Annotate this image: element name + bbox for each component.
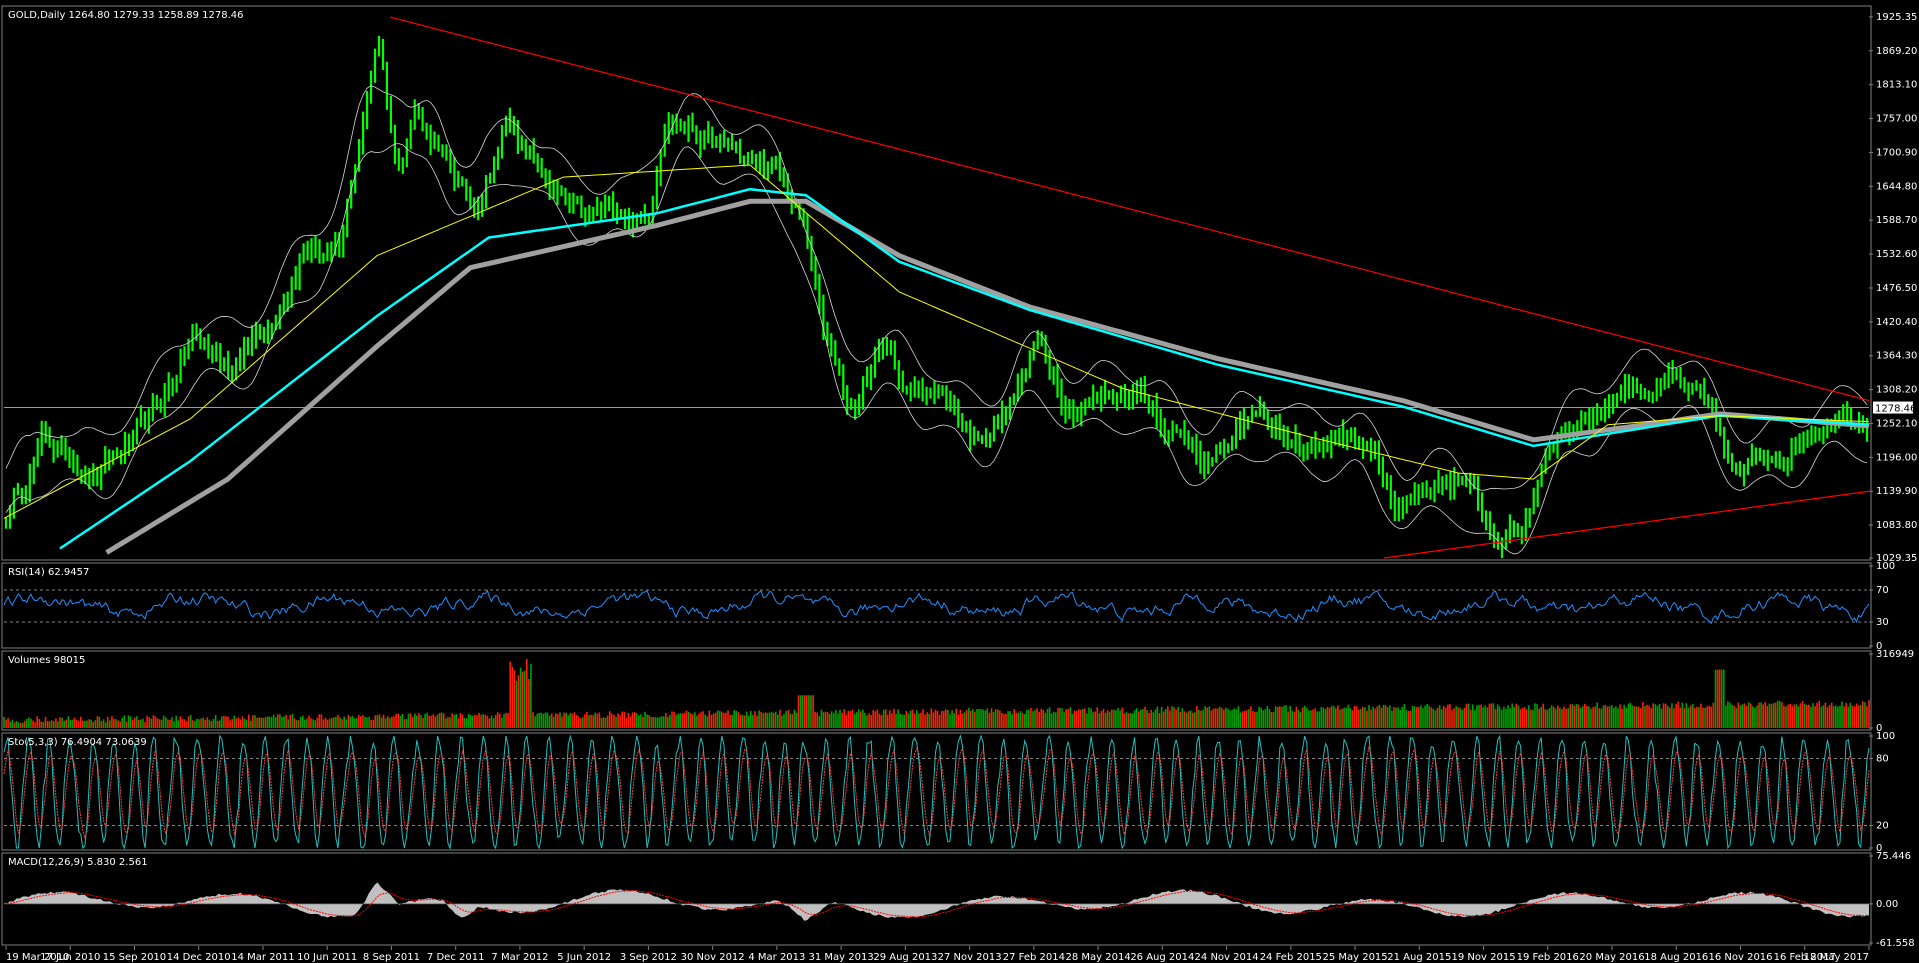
macd-tick-label: -61.558 [1876,938,1915,949]
date-tick-label: 30 Nov 2012 [681,952,745,963]
date-tick-label: 19 Nov 2015 [1452,952,1516,963]
rsi-series [3,589,1870,625]
price-tick-label: 1813.10 [1876,80,1917,91]
date-tick-label: 19 Mar 2010 [6,952,69,963]
current-price-marker: 1278.46 [1873,401,1916,415]
stochastic-tick-label: 100 [1876,731,1895,742]
price-tick-label: 1139.90 [1876,486,1917,497]
volume-panel[interactable]: 316949 0 Volumes 98015 [1,649,1914,734]
date-tick-label: 15 Sep 2010 [103,952,166,963]
stochastic-series [3,734,1870,850]
volume-series [3,659,1870,728]
ma-slow-line [105,198,1870,555]
stochastic-tick-label: 0 [1876,843,1882,854]
date-tick-label: 4 Mar 2013 [748,952,805,963]
macd-histogram [4,882,1869,921]
date-tick-label: 14 Mar 2011 [231,952,294,963]
stochastic-signal-line [3,745,1870,840]
stochastic-tick-label: 20 [1876,821,1889,832]
macd-tick-label: 75.446 [1876,851,1911,862]
lower-trendline [1384,490,1870,559]
date-tick-label: 29 Aug 2013 [873,952,937,963]
price-tick-label: 1644.80 [1876,181,1917,192]
date-tick-label: 7 Mar 2012 [491,952,548,963]
date-tick-label: 24 Nov 2014 [1195,952,1259,963]
date-tick-label: 17 Jun 2010 [40,952,100,963]
rsi-title: RSI(14) 62.9457 [8,567,89,578]
price-axis: 1925.35 1869.20 1813.10 1757.00 1700.90 1644.… [1869,12,1917,564]
date-tick-label: 18 May 2017 [1804,952,1869,963]
stochastic-tick-label: 80 [1876,753,1889,764]
upper-envelope-line [5,85,1868,491]
macd-signal-line [3,890,1870,918]
stochastic-main-line [3,734,1870,850]
upper-trendline [389,16,1870,402]
macd-panel[interactable]: 75.446 0.00 -61.558 MACD(12,26,9) 5.830 2.… [1,851,1915,949]
price-panel[interactable]: 1925.35 1869.20 1813.10 1757.00 1700.90 1644.… [1,5,1917,564]
date-tick-label: 16 Nov 2016 [1708,952,1772,963]
volume-tick-label: 316949 [1876,649,1914,660]
stochastic-axis: 100 80 20 0 [1869,731,1895,854]
date-tick-label: 25 May 2015 [1322,952,1387,963]
price-tick-label: 1476.50 [1876,283,1917,294]
rsi-line [3,589,1870,625]
price-tick-label: 1364.30 [1876,351,1917,362]
macd-title: MACD(12,26,9) 5.830 2.561 [8,857,148,868]
stochastic-panel[interactable]: 100 80 20 0 Sto(5,3,3) 76.4904 73.0639 [1,731,1895,854]
current-price-label: 1278.46 [1875,404,1916,415]
date-tick-label: 27 Feb 2014 [1003,952,1065,963]
date-tick-label: 24 Feb 2015 [1260,952,1322,963]
price-title: GOLD,Daily 1264.80 1279.33 1258.89 1278.… [8,10,244,21]
volume-bars-up [3,663,1866,728]
volume-tick-label: 0 [1876,723,1882,734]
date-tick-label: 27 Nov 2013 [938,952,1002,963]
date-tick-label: 21 Aug 2015 [1387,952,1451,963]
date-tick-label: 26 Aug 2014 [1130,952,1194,963]
lower-envelope-line [5,143,1868,555]
price-tick-label: 1196.00 [1876,452,1917,463]
rsi-tick-label: 70 [1876,585,1889,596]
date-tick-label: 31 May 2013 [809,952,874,963]
macd-axis: 75.446 0.00 -61.558 [1869,851,1915,949]
date-tick-label: 3 Sep 2012 [620,952,677,963]
date-tick-label: 16 Feb 2017 [1774,952,1836,963]
volume-title: Volumes 98015 [8,655,85,666]
ma-medium-line [59,187,1870,550]
rsi-panel[interactable]: 100 70 30 0 RSI(14) 62.9457 [1,561,1895,652]
date-tick-label: 10 Jun 2011 [297,952,357,963]
ma-fast-line [3,164,1870,519]
rsi-tick-label: 100 [1876,561,1895,572]
price-tick-label: 1588.70 [1876,215,1917,226]
price-tick-label: 1925.35 [1876,12,1917,23]
price-tick-label: 1757.00 [1876,114,1917,125]
date-tick-label: 20 May 2016 [1579,952,1644,963]
rsi-tick-label: 30 [1876,617,1889,628]
date-tick-label: 14 Dec 2010 [167,952,231,963]
date-tick-label: 28 May 2014 [1065,952,1130,963]
rsi-tick-label: 0 [1876,641,1882,652]
price-tick-label: 1420.40 [1876,317,1917,328]
date-tick-label: 18 Aug 2016 [1644,952,1708,963]
price-tick-label: 1532.60 [1876,249,1917,260]
price-series [3,16,1870,559]
date-tick-label: 5 Jun 2012 [557,952,611,963]
volume-bars-down [5,659,1870,728]
price-tick-label: 1700.90 [1876,147,1917,158]
macd-series [3,882,1870,921]
price-tick-label: 1869.20 [1876,46,1917,57]
price-tick-label: 1252.10 [1876,418,1917,429]
price-tick-label: 1308.20 [1876,385,1917,396]
rsi-axis: 100 70 30 0 [1869,561,1895,652]
price-tick-label: 1029.35 [1876,553,1917,564]
date-tick-label: 8 Sep 2011 [363,952,420,963]
stochastic-title: Sto(5,3,3) 76.4904 73.0639 [8,737,147,748]
price-tick-label: 1083.80 [1876,520,1917,531]
date-tick-label: 19 Feb 2016 [1517,952,1579,963]
date-tick-label: 7 Dec 2011 [427,952,485,963]
macd-tick-label: 0.00 [1876,899,1898,910]
